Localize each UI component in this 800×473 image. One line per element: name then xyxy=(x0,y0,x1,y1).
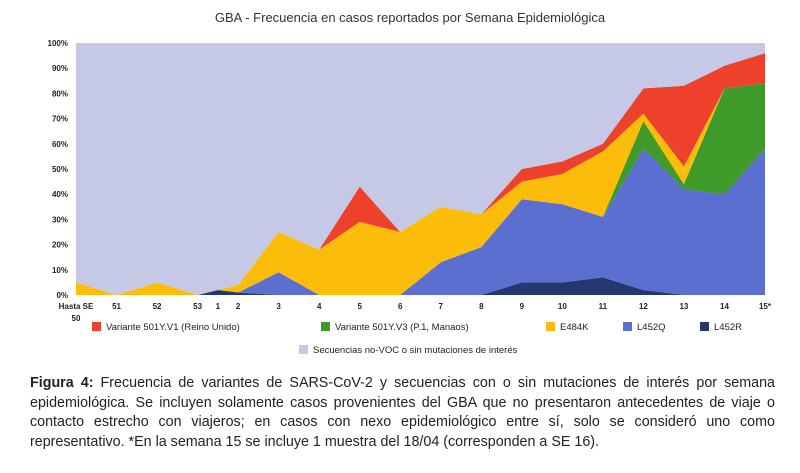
x-tick-9: 9 xyxy=(520,302,525,311)
x-tick-hasta-se: Hasta SE xyxy=(59,302,94,311)
legend: Variante 501Y.V1 (Reino Unido) Variante 5… xyxy=(92,322,742,356)
y-tick-50: 50% xyxy=(52,165,68,174)
y-tick-70: 70% xyxy=(52,115,68,124)
x-tick-11: 11 xyxy=(599,302,608,311)
area-series-group xyxy=(76,43,765,295)
x-tick-5: 5 xyxy=(357,302,362,311)
x-tick-51: 51 xyxy=(112,302,121,311)
x-tick-14: 14 xyxy=(720,302,729,311)
area-e484k xyxy=(76,83,765,295)
x-tick-hasta-se-line2: 50 xyxy=(72,314,81,323)
x-tick-53: 53 xyxy=(193,302,202,311)
x-tick-8: 8 xyxy=(479,302,484,311)
y-tick-0: 0% xyxy=(56,291,68,300)
legend-label-variante-501y-v3-p-1-manaos: Variante 501Y.V3 (P.1, Manaos) xyxy=(335,322,469,333)
x-tick-2: 2 xyxy=(236,302,241,311)
y-tick-100: 100% xyxy=(48,39,68,48)
y-tick-20: 20% xyxy=(52,241,68,250)
legend-label-e484k: E484K xyxy=(560,322,589,333)
legend-swatch-variante-501y-v1-reino-unido xyxy=(92,322,101,331)
y-tick-80: 80% xyxy=(52,89,68,98)
legend-label-secuencias-no-voc-o-sin-mutaciones-de-inter-s: Secuencias no-VOC o sin mutaciones de in… xyxy=(313,345,518,356)
legend-label-l452q: L452Q xyxy=(637,322,666,333)
y-tick-90: 90% xyxy=(52,64,68,73)
x-tick-10: 10 xyxy=(558,302,567,311)
x-tick-13: 13 xyxy=(679,302,688,311)
area-l452r xyxy=(76,277,765,295)
area-l452q xyxy=(76,148,765,295)
figure-caption: Figura 4: Frecuencia de variantes de SAR… xyxy=(30,374,775,452)
legend-swatch-variante-501y-v3-p-1-manaos xyxy=(321,322,330,331)
x-tick-1: 1 xyxy=(216,302,221,311)
y-tick-30: 30% xyxy=(52,215,68,224)
caption-label: Figura 4: xyxy=(30,375,94,391)
legend-swatch-secuencias-no-voc-o-sin-mutaciones-de-inter-s xyxy=(299,345,308,354)
x-tick-6: 6 xyxy=(398,302,403,311)
y-tick-40: 40% xyxy=(52,190,68,199)
x-tick-3: 3 xyxy=(276,302,281,311)
legend-label-variante-501y-v1-reino-unido: Variante 501Y.V1 (Reino Unido) xyxy=(106,322,240,333)
y-tick-60: 60% xyxy=(52,140,68,149)
stacked-area-chart: GBA - Frecuencia en casos reportados por… xyxy=(48,10,772,356)
y-axis-ticks: 0% 10% 20% 30% 40% 50% 60% 70% 80% 90% 100% xyxy=(48,39,68,300)
legend-swatch-l452r xyxy=(700,322,709,331)
x-tick-15: 15* xyxy=(759,302,772,311)
legend-swatch-l452q xyxy=(623,322,632,331)
caption-text: Frecuencia de variantes de SARS-CoV-2 y … xyxy=(30,375,775,450)
x-tick-52: 52 xyxy=(153,302,162,311)
x-tick-4: 4 xyxy=(317,302,322,311)
legend-label-l452r: L452R xyxy=(714,322,742,333)
area-secuencias-no-voc-o-sin-mutaciones-de-inter-s xyxy=(76,43,765,295)
chart-title: GBA - Frecuencia en casos reportados por… xyxy=(215,10,606,25)
x-tick-12: 12 xyxy=(639,302,648,311)
legend-swatch-e484k xyxy=(546,322,555,331)
x-tick-7: 7 xyxy=(439,302,444,311)
y-tick-10: 10% xyxy=(52,266,68,275)
